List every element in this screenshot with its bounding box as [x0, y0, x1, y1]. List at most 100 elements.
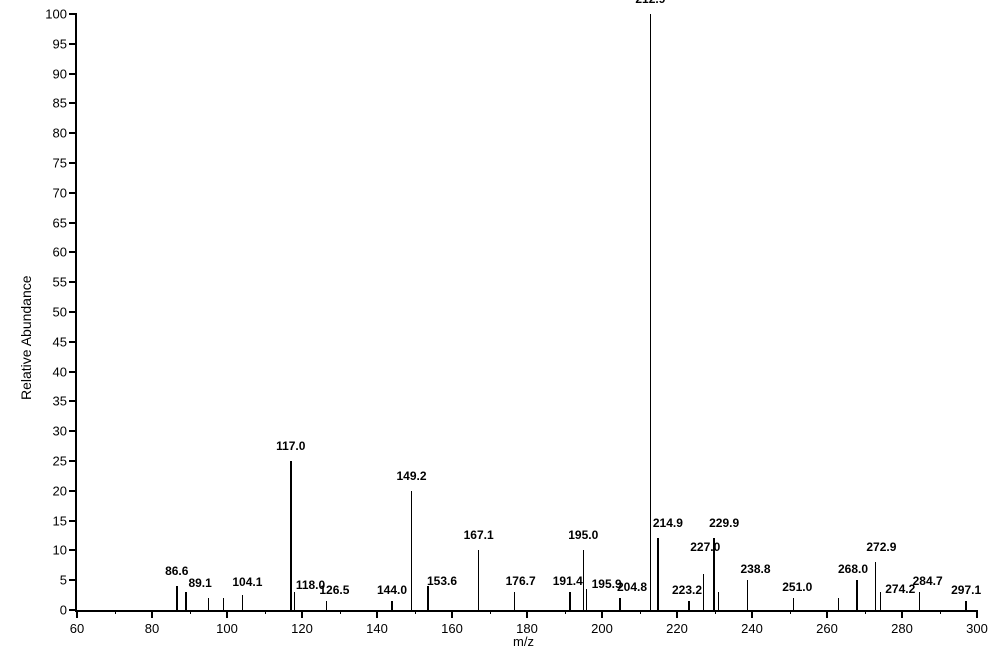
peak-bar [919, 592, 921, 610]
x-tick-label: 220 [666, 621, 688, 636]
peak-label: 86.6 [165, 564, 188, 578]
y-tick-label: 55 [37, 275, 67, 290]
x-tick-label: 60 [70, 621, 84, 636]
mass-spectrum-figure: Relative Abundance 051015202530354045505… [0, 0, 1000, 653]
y-tick [69, 430, 77, 432]
y-tick-label: 10 [37, 543, 67, 558]
x-tick [751, 610, 753, 618]
peak-bar [223, 598, 225, 610]
x-tick [76, 610, 78, 618]
x-axis-label: m/z [513, 634, 534, 649]
peak-label: 126.5 [319, 583, 349, 597]
x-tick-label: 240 [741, 621, 763, 636]
y-axis-label: Relative Abundance [18, 275, 34, 400]
peak-bar [880, 592, 882, 610]
y-tick-label: 70 [37, 185, 67, 200]
peak-bar [242, 595, 244, 610]
y-tick-label: 75 [37, 156, 67, 171]
x-tick [976, 610, 978, 618]
y-tick [69, 192, 77, 194]
peak-label: 149.2 [396, 469, 426, 483]
peak-bar [657, 538, 659, 610]
y-tick [69, 43, 77, 45]
plot-area: 0510152025303540455055606570758085909510… [75, 14, 977, 612]
peak-bar [688, 601, 690, 610]
x-minor-tick [340, 610, 341, 614]
peak-label: 212.9 [635, 0, 665, 6]
x-tick-label: 280 [891, 621, 913, 636]
x-tick [601, 610, 603, 618]
y-tick-label: 80 [37, 126, 67, 141]
y-tick [69, 371, 77, 373]
peak-bar [185, 592, 187, 610]
x-minor-tick [565, 610, 566, 614]
x-tick-label: 120 [291, 621, 313, 636]
y-tick-label: 5 [37, 573, 67, 588]
peak-label: 195.0 [568, 528, 598, 542]
peak-bar [586, 589, 588, 610]
y-tick [69, 311, 77, 313]
x-minor-tick [640, 610, 641, 614]
y-tick-label: 35 [37, 394, 67, 409]
y-tick-label: 60 [37, 245, 67, 260]
y-tick [69, 281, 77, 283]
y-tick [69, 132, 77, 134]
x-minor-tick [415, 610, 416, 614]
peak-bar [294, 592, 296, 610]
peak-bar [965, 601, 967, 610]
y-tick [69, 102, 77, 104]
peak-bar [514, 592, 516, 610]
x-minor-tick [190, 610, 191, 614]
x-tick-label: 160 [441, 621, 463, 636]
y-tick [69, 222, 77, 224]
y-tick [69, 579, 77, 581]
peak-label: 144.0 [377, 583, 407, 597]
peak-bar [713, 538, 715, 610]
peak-bar [176, 586, 178, 610]
y-tick [69, 549, 77, 551]
peak-bar [569, 592, 571, 610]
peak-label: 89.1 [188, 576, 211, 590]
peak-label: 284.7 [913, 574, 943, 588]
x-tick [451, 610, 453, 618]
x-tick [226, 610, 228, 618]
x-tick-label: 200 [591, 621, 613, 636]
peak-label: 223.2 [672, 583, 702, 597]
y-tick [69, 341, 77, 343]
y-tick-label: 40 [37, 364, 67, 379]
peak-bar [718, 592, 720, 610]
x-tick-label: 260 [816, 621, 838, 636]
x-tick-label: 80 [145, 621, 159, 636]
peak-label: 104.1 [232, 575, 262, 589]
peak-bar [326, 601, 328, 610]
peak-label: 229.9 [709, 516, 739, 530]
peak-bar [875, 562, 877, 610]
x-minor-tick [715, 610, 716, 614]
y-tick-label: 65 [37, 215, 67, 230]
x-tick-label: 140 [366, 621, 388, 636]
y-tick [69, 490, 77, 492]
peak-label: 227.0 [690, 540, 720, 554]
y-tick [69, 251, 77, 253]
peak-label: 238.8 [740, 562, 770, 576]
y-tick-label: 85 [37, 96, 67, 111]
x-tick [901, 610, 903, 618]
peak-label: 153.6 [427, 574, 457, 588]
peak-bar [208, 598, 210, 610]
y-tick [69, 13, 77, 15]
x-minor-tick [490, 610, 491, 614]
peak-label: 204.8 [617, 580, 647, 594]
peak-label: 176.7 [506, 574, 536, 588]
x-minor-tick [865, 610, 866, 614]
peak-label: 274.2 [885, 582, 915, 596]
y-tick [69, 460, 77, 462]
y-tick [69, 73, 77, 75]
peak-bar [838, 598, 840, 610]
peak-bar [391, 601, 393, 610]
y-tick-label: 0 [37, 603, 67, 618]
x-tick [376, 610, 378, 618]
y-tick-label: 30 [37, 424, 67, 439]
peak-label: 268.0 [838, 562, 868, 576]
peak-bar [793, 598, 795, 610]
peak-bar [619, 598, 621, 610]
